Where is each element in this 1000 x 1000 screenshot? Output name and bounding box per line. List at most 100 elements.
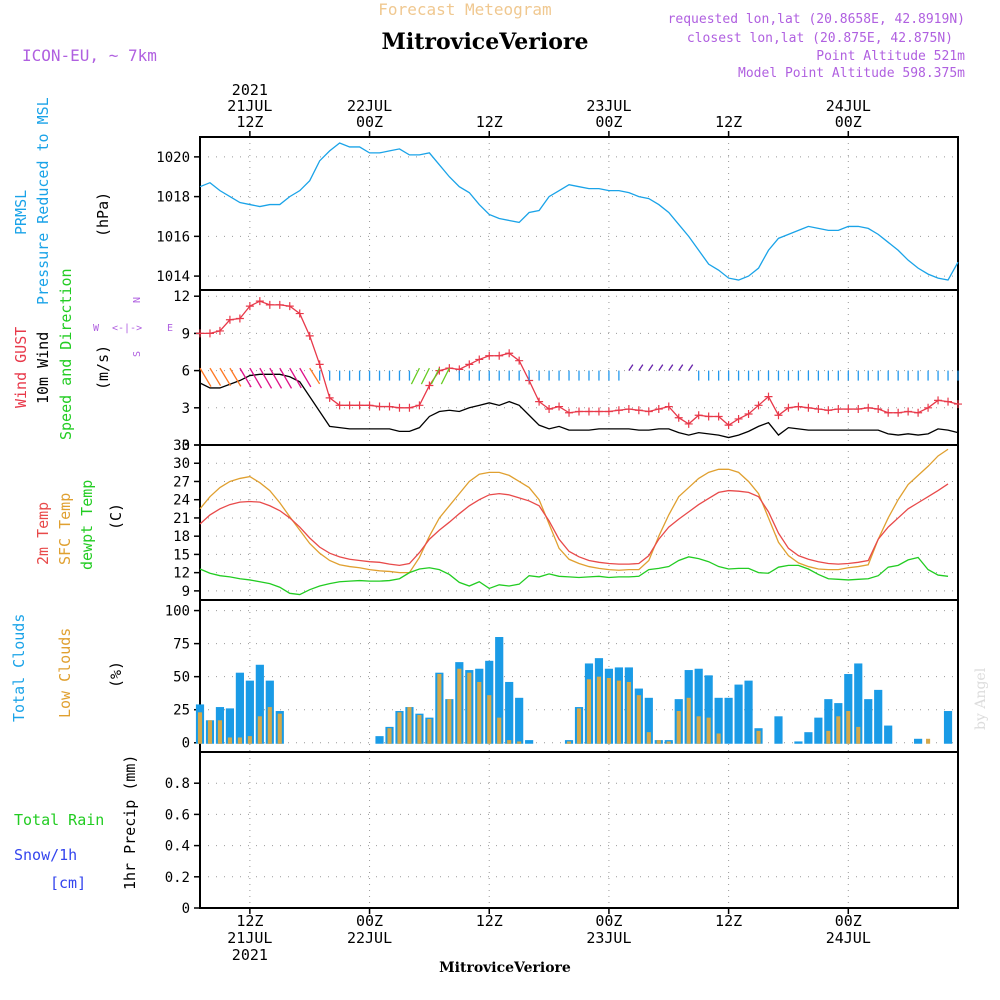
low-clouds-bar: [477, 681, 482, 744]
dewpt-label: dewpt Temp: [78, 480, 96, 570]
cloud-unit: (%): [107, 661, 125, 688]
gust-marker: [644, 407, 653, 416]
total-clouds-bar: [225, 708, 235, 744]
station-title: MitroviceVeriore: [382, 29, 589, 55]
gust-marker: [724, 421, 733, 430]
gust-marker: [245, 302, 254, 311]
snow-label: Snow/1h: [14, 846, 77, 864]
gust-marker: [265, 300, 274, 309]
time-label: 00Z: [356, 912, 383, 930]
total-clouds-bar: [844, 674, 853, 744]
total-clouds-bar: [704, 675, 713, 744]
gust-marker: [784, 403, 793, 412]
temp-labels: 2m Temp SFC Temp dewpt Temp (C): [34, 480, 125, 570]
gust-line: [200, 300, 959, 426]
total-clouds-bar: [734, 684, 743, 744]
y-tick-label: 12: [173, 566, 190, 582]
low-clouds-bar: [417, 714, 422, 744]
time-label: 12Z: [476, 912, 503, 930]
gust-marker: [624, 405, 633, 414]
y-tick-label: 24: [173, 493, 190, 509]
panel-frame: [199, 136, 959, 291]
point-altitude: Point Altitude 521m: [816, 49, 965, 64]
prmsl-label: PRMSL: [12, 190, 30, 235]
total-clouds-bar: [914, 738, 923, 744]
low-clouds-label: Low Clouds: [56, 628, 74, 718]
wind-arrow: [209, 367, 222, 386]
panel-5: 0 0.2 0.4 0.6 0.8: [165, 751, 959, 917]
time-label: 2021: [232, 81, 268, 99]
time-label: 2021: [232, 946, 268, 964]
svg-text:N: N: [132, 297, 143, 303]
total-clouds-bar: [804, 732, 813, 744]
gust-marker: [824, 406, 833, 415]
gust-marker: [515, 356, 524, 365]
gust-marker: [555, 402, 564, 411]
y-tick-label: 0.4: [165, 839, 190, 855]
model-altitude: Model Point Altitude 598.375m: [738, 66, 965, 81]
total-clouds-bar: [774, 716, 783, 744]
gust-marker: [734, 414, 743, 423]
gust-marker: [634, 406, 643, 415]
total-clouds-bar: [794, 741, 803, 744]
time-label: 24JUL: [826, 97, 871, 115]
gust-marker: [904, 407, 913, 416]
gust-marker: [854, 405, 863, 414]
gust-marker: [575, 407, 583, 416]
total-clouds-bar: [814, 717, 823, 744]
pressure-line: [199, 142, 959, 281]
gust-marker: [275, 300, 284, 309]
gust-marker: [694, 411, 703, 420]
gust-marker: [285, 302, 294, 311]
time-label: 24JUL: [826, 929, 871, 947]
time-label: 00Z: [595, 912, 622, 930]
time-label: 00Z: [595, 113, 622, 131]
gust-marker: [814, 405, 823, 414]
precip-unit: 1hr Precip (mm): [121, 755, 139, 890]
time-label: 21JUL: [227, 97, 272, 115]
wind-unit: (m/s): [94, 345, 112, 390]
gust-marker: [196, 329, 204, 338]
low-clouds-bar: [397, 712, 402, 744]
y-tick-label: 9: [182, 326, 190, 342]
wind-arrow: [309, 367, 321, 385]
gust-marker: [385, 402, 394, 411]
total-clouds-bar: [525, 740, 534, 744]
wind-arrow: [279, 367, 293, 389]
wind-line: [199, 373, 959, 439]
y-tick-label: 1018: [156, 190, 190, 206]
time-label: 00Z: [356, 113, 383, 131]
total-clouds-bar: [884, 725, 893, 744]
model-label: ICON-EU, ~ 7km: [22, 46, 157, 65]
low-clouds-bar: [487, 695, 492, 744]
wind-arrow: [628, 364, 634, 371]
gust-marker: [884, 408, 893, 417]
low-clouds-bar: [846, 711, 851, 744]
gust-marker: [674, 413, 683, 422]
gust-marker: [874, 405, 883, 414]
gust-marker: [684, 419, 693, 428]
svg-text:W: W: [93, 323, 100, 334]
low-clouds-bar: [706, 717, 711, 744]
low-clouds-bar: [596, 676, 601, 744]
gust-marker: [335, 401, 344, 410]
low-clouds-bar: [217, 720, 222, 744]
gust-marker: [614, 406, 623, 415]
gust-marker: [594, 407, 603, 416]
pressure-label: Pressure Reduced to MSL: [34, 97, 52, 305]
snow-unit-label: [cm]: [50, 874, 86, 892]
wind-labels: Wind GUST 10m Wind Speed and Direction (…: [12, 268, 173, 440]
low-clouds-bar: [267, 707, 272, 744]
gust-marker: [794, 402, 803, 411]
gust-marker: [764, 392, 773, 401]
total-clouds-bar: [375, 736, 384, 744]
total-clouds-label: Total Clouds: [10, 614, 28, 722]
pressure-labels: PRMSL Pressure Reduced to MSL (hPa): [12, 97, 112, 305]
svg-text:<-|->: <-|->: [112, 323, 142, 334]
gust-marker: [255, 297, 264, 306]
total-clouds-bar: [943, 711, 953, 744]
subtitle: Forecast Meteogram: [378, 0, 551, 19]
low-clouds-bar: [197, 712, 203, 744]
gust-marker: [535, 397, 544, 406]
total-clouds-bar: [235, 672, 244, 744]
